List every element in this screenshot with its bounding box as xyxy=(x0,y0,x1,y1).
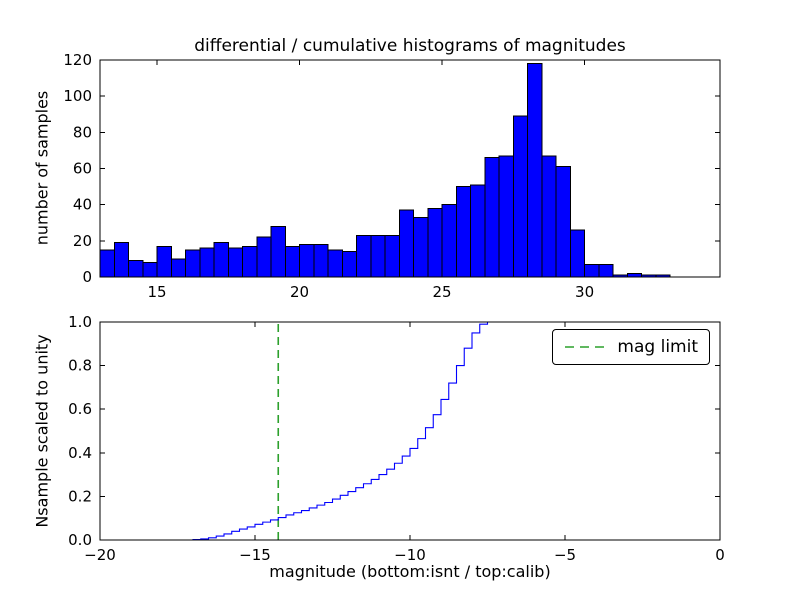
legend-label: mag limit xyxy=(617,337,698,357)
histogram-bar xyxy=(299,243,315,278)
bottom-x-tick-label: −10 xyxy=(394,546,426,564)
bottom-y-tick-label: 0.2 xyxy=(68,487,92,505)
top-y-tick-label: 60 xyxy=(73,160,92,178)
histogram-bar xyxy=(584,263,600,278)
histogram-bar xyxy=(256,236,272,278)
bottom-y-tick-label: 1.0 xyxy=(68,313,92,331)
histogram-bar xyxy=(541,155,557,278)
histogram-bar xyxy=(598,263,614,278)
histogram-bar xyxy=(398,209,415,278)
top-y-tick-label: 20 xyxy=(73,232,92,250)
histogram-bar xyxy=(370,234,386,278)
histogram-bar xyxy=(242,245,258,278)
bottom-x-tick-label: 0 xyxy=(715,546,725,564)
legend-box: mag limit xyxy=(552,329,710,365)
top-x-tick-label: 15 xyxy=(147,283,166,301)
histogram-bar xyxy=(128,260,144,278)
bottom-x-tick-label: −20 xyxy=(84,546,116,564)
histogram-bar xyxy=(555,166,571,278)
bottom-y-tick-label: 0.0 xyxy=(68,531,92,549)
bottom-x-tick-label: −15 xyxy=(239,546,271,564)
histogram-bar xyxy=(527,63,543,278)
histogram-bar xyxy=(270,225,286,278)
cumulative-step-line xyxy=(100,321,720,541)
top-x-tick-label: 20 xyxy=(290,283,309,301)
histogram-bar xyxy=(199,247,215,278)
top-y-tick-label: 40 xyxy=(73,196,92,214)
legend-dashed-line-sample xyxy=(565,346,606,348)
bottom-y-tick-label: 0.4 xyxy=(68,444,92,462)
histogram-bar xyxy=(142,262,158,278)
top-y-tick-label: 80 xyxy=(73,123,92,141)
top-axes-frame xyxy=(99,59,721,278)
bottom-axes-frame xyxy=(99,321,721,541)
top-y-tick-label: 120 xyxy=(63,51,92,69)
histogram-bar xyxy=(498,155,514,278)
histogram-bar xyxy=(341,251,358,278)
histogram-bar xyxy=(156,245,172,278)
histogram-bar xyxy=(185,249,201,278)
histogram-bar xyxy=(512,115,529,278)
histogram-bar xyxy=(113,242,129,278)
histogram-bar xyxy=(384,234,400,278)
histogram-bar xyxy=(626,272,643,278)
histogram-bar xyxy=(227,247,244,278)
top-x-tick-label: 25 xyxy=(433,283,452,301)
bottom-x-tick-label: −5 xyxy=(554,546,576,564)
top-x-tick-label: 30 xyxy=(575,283,594,301)
histogram-bar xyxy=(569,229,586,278)
top-y-axis-label: number of samples xyxy=(32,90,52,246)
top-y-tick-label: 100 xyxy=(63,87,92,105)
histogram-bar xyxy=(327,249,343,278)
histogram-bar xyxy=(99,249,115,278)
histogram-bar xyxy=(313,243,329,278)
bottom-y-tick-label: 0.6 xyxy=(68,400,92,418)
bottom-y-tick-label: 0.8 xyxy=(68,357,92,375)
histogram-bar xyxy=(455,186,472,278)
top-y-tick-label: 0 xyxy=(82,268,92,286)
histogram-bar xyxy=(356,234,372,278)
bottom-x-axis-label: magnitude (bottom:isnt / top:calib) xyxy=(269,562,551,581)
bottom-y-axis-label: Nsample scaled to unity xyxy=(32,334,52,528)
histogram-bar xyxy=(441,204,457,278)
histogram-bar xyxy=(470,184,486,278)
histogram-bar xyxy=(484,157,500,278)
histogram-bar xyxy=(284,245,301,278)
histogram-bar xyxy=(170,258,187,278)
histogram-bar xyxy=(427,207,443,278)
histogram-bar xyxy=(413,216,429,278)
figure-title: differential / cumulative histograms of … xyxy=(194,36,626,56)
histogram-bar xyxy=(213,242,229,278)
